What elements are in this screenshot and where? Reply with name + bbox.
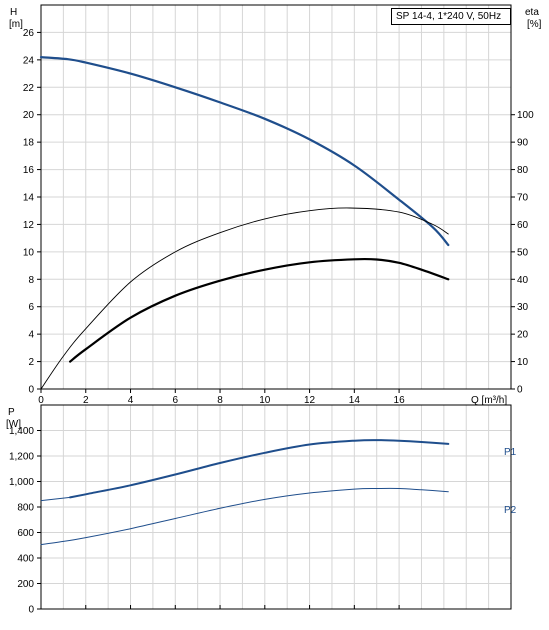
y-axis-unit-right: [%] [527,19,542,30]
x-tick-label: 2 [83,395,89,406]
y-tick-label-left: 0 [28,385,34,396]
series-label-p1: P1 [504,447,517,458]
x-tick-label: 4 [128,395,134,406]
y-axis-label-right: eta [525,7,539,18]
chart-title: SP 14-4, 1*240 V, 50Hz [391,8,511,25]
y-tick-label-left: 1,200 [9,452,34,463]
y-tick-label-left: 18 [23,138,35,149]
y-tick-label-right: 90 [517,138,529,149]
x-tick-label: 12 [304,395,316,406]
y-tick-label-left: 400 [17,554,34,565]
y-tick-label-left: 2 [28,357,34,368]
head-curve [39,56,450,247]
y-tick-label-left: 0 [28,605,34,616]
y-tick-label-right: 30 [517,302,529,313]
y-axis-unit-left: [m] [9,19,23,30]
y-tick-label-right: 10 [517,357,529,368]
eta-total-curve [69,257,450,363]
power-p1-curve-extension [40,496,71,502]
x-tick-label: 0 [38,395,44,406]
y-tick-label-right: 70 [517,193,529,204]
y-tick-label-right: 40 [517,275,529,286]
y-axis-label-power: P [8,407,15,418]
y-tick-label-left: 600 [17,528,34,539]
y-tick-label-left: 4 [28,330,34,341]
y-tick-label-left: 26 [23,28,35,39]
x-tick-label: 16 [394,395,406,406]
y-tick-label-right: 50 [517,247,529,258]
y-tick-label-left: 8 [28,275,34,286]
y-tick-label-left: 20 [23,110,35,121]
y-tick-label-left: 14 [23,193,35,204]
x-axis-label: Q [m³/h] [471,395,507,406]
power-p2-curve [40,487,449,546]
y-tick-label-left: 800 [17,503,34,514]
y-tick-label-right: 100 [517,110,534,121]
x-tick-label: 6 [173,395,179,406]
y-axis-label-left: H [10,7,17,18]
y-tick-label-left: 10 [23,247,35,258]
series-label-p2: P2 [504,505,517,516]
y-tick-label-left: 12 [23,220,35,231]
y-tick-label-left: 24 [23,55,35,66]
y-tick-label-left: 16 [23,165,35,176]
y-tick-label-left: 6 [28,302,34,313]
y-tick-label-left: 1,000 [9,477,34,488]
y-tick-label-left: 1,400 [9,426,34,437]
eta-pump-curve [40,207,449,390]
y-tick-label-left: 22 [23,83,35,94]
x-tick-label: 10 [259,395,271,406]
power-p1-curve [69,439,450,499]
y-axis-unit-power: [W] [6,419,21,430]
y-tick-label-right: 60 [517,220,529,231]
y-tick-label-right: 0 [517,385,523,396]
y-tick-label-left: 200 [17,579,34,590]
y-tick-label-right: 20 [517,330,529,341]
y-tick-label-right: 80 [517,165,529,176]
x-tick-label: 8 [217,395,223,406]
x-tick-label: 14 [349,395,361,406]
